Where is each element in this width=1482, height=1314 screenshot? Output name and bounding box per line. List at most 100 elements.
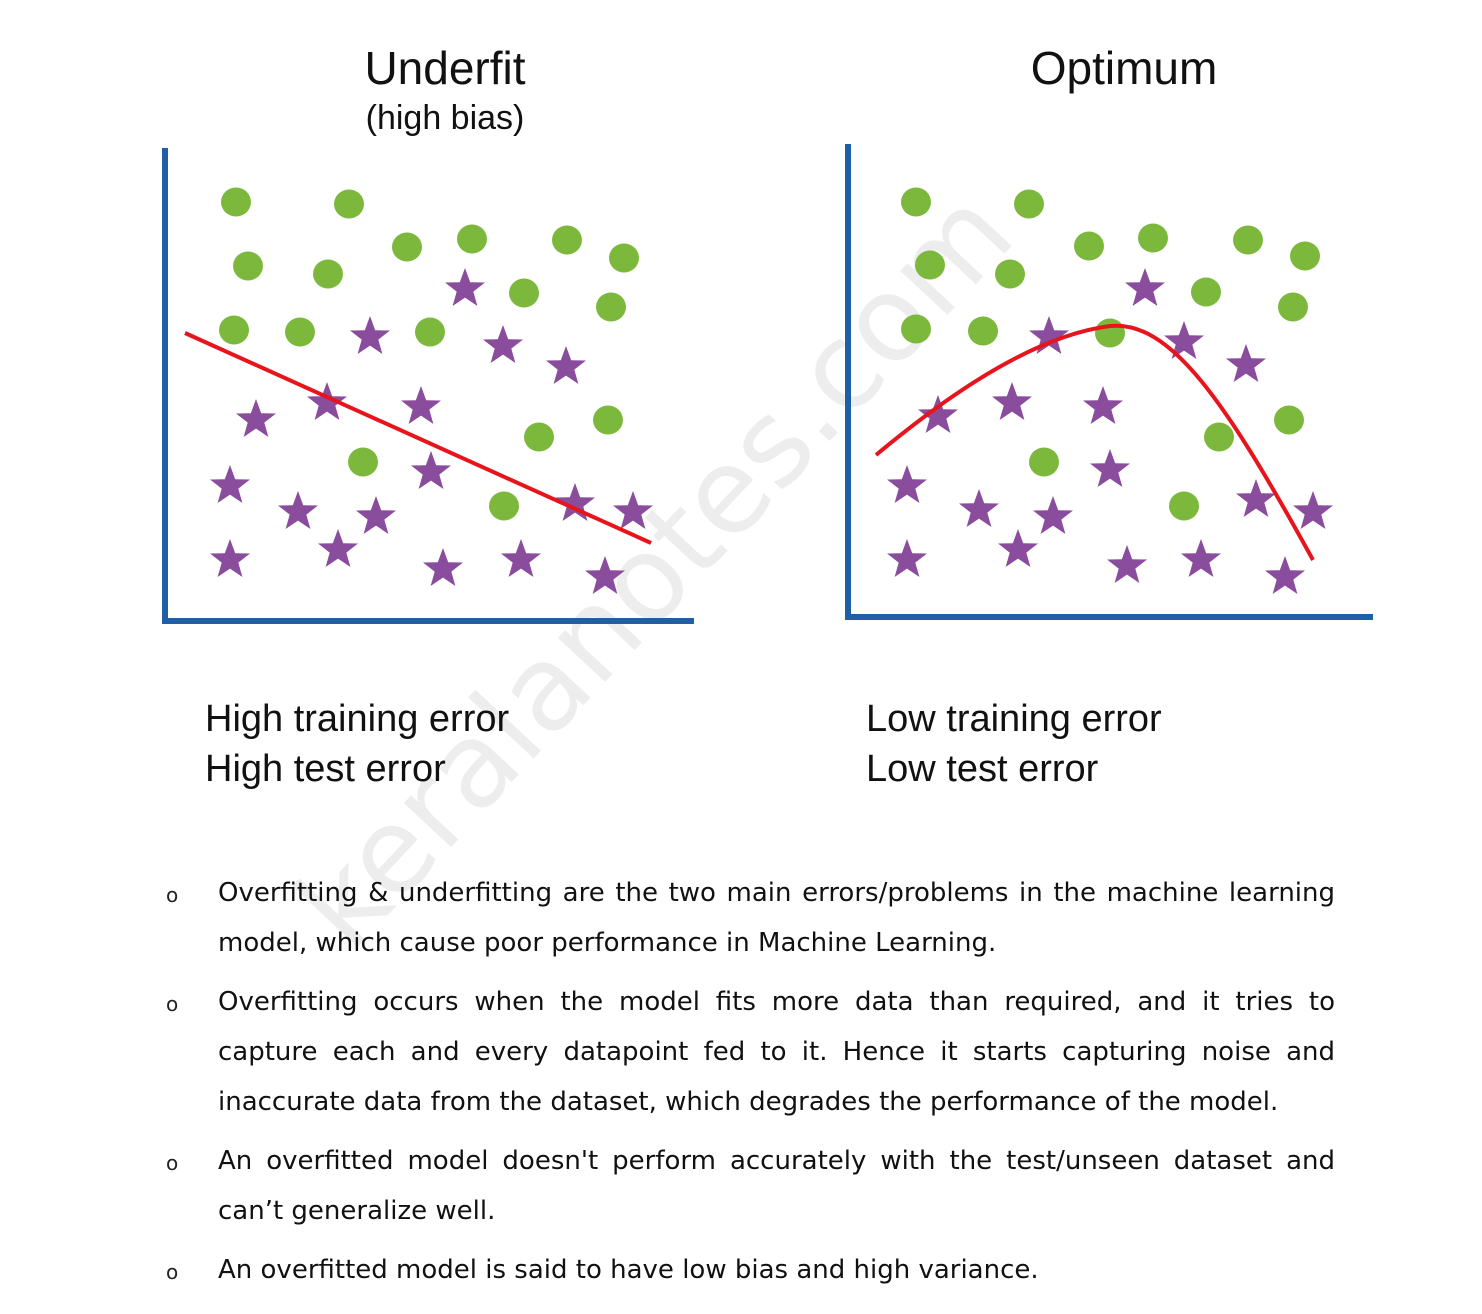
underfit-caption-test: High test error <box>205 748 446 790</box>
star-marker <box>887 465 927 503</box>
optimum-circles <box>901 187 1320 521</box>
circle-marker <box>552 225 582 255</box>
circle-marker <box>392 232 422 262</box>
circle-marker <box>901 314 931 344</box>
optimum-fit-curve <box>874 323 1315 561</box>
bullet-text: An overfitted model is said to have low … <box>218 1255 1039 1285</box>
optimum-title: Optimum <box>1030 42 1218 94</box>
bullet-item: o Overfitting & underfitting are the two… <box>160 868 1335 968</box>
optimum-caption: Low training error Low test error <box>866 694 1162 794</box>
star-marker <box>307 382 347 420</box>
circle-marker <box>1074 231 1104 261</box>
optimum-title-block: Optimum <box>974 45 1274 91</box>
bullet-item: o An overfitted model doesn't perform ac… <box>160 1136 1335 1236</box>
star-marker <box>350 316 390 354</box>
underfit-plot <box>162 148 694 624</box>
underfit-caption: High training error High test error <box>205 694 509 794</box>
star-marker <box>1107 545 1147 583</box>
star-marker <box>210 539 250 577</box>
circle-marker <box>593 405 623 435</box>
star-marker <box>546 346 586 384</box>
circle-marker <box>233 251 263 281</box>
star-marker <box>236 399 276 437</box>
star-marker <box>210 465 250 503</box>
star-marker <box>356 496 396 534</box>
circle-marker <box>334 189 364 219</box>
underfit-title: Underfit <box>364 42 526 94</box>
circle-marker <box>1095 318 1125 348</box>
circle-marker <box>915 250 945 280</box>
circle-marker <box>1290 241 1320 271</box>
circle-marker <box>1169 491 1199 521</box>
bullet-marker: o <box>166 992 179 1016</box>
bullet-list: o Overfitting & underfitting are the two… <box>160 868 1335 1304</box>
circle-marker <box>457 224 487 254</box>
underfit-caption-training: High training error <box>205 698 510 740</box>
bullet-text: An overfitted model doesn't perform accu… <box>218 1146 1335 1226</box>
bullet-item: o Overfitting occurs when the model fits… <box>160 977 1335 1127</box>
bullet-marker: o <box>166 1151 179 1175</box>
star-marker <box>423 548 463 586</box>
star-marker <box>1033 496 1073 534</box>
star-marker <box>401 386 441 424</box>
star-marker <box>278 491 318 529</box>
star-marker <box>1125 268 1165 306</box>
star-marker <box>1265 556 1305 594</box>
circle-marker <box>415 317 445 347</box>
circle-marker <box>995 259 1025 289</box>
circle-marker <box>1138 223 1168 253</box>
star-marker <box>613 491 653 529</box>
bullet-text: Overfitting & underfitting are the two m… <box>218 878 1335 958</box>
bullet-marker: o <box>166 1260 179 1284</box>
circle-marker <box>313 259 343 289</box>
star-marker <box>1090 449 1130 487</box>
star-marker <box>411 451 451 489</box>
circle-marker <box>524 422 554 452</box>
star-marker <box>585 556 625 594</box>
circle-marker <box>489 491 519 521</box>
star-marker <box>1164 321 1204 359</box>
star-marker <box>887 539 927 577</box>
circle-marker <box>596 292 626 322</box>
circle-marker <box>221 187 251 217</box>
circle-marker <box>1278 292 1308 322</box>
circle-marker <box>1204 422 1234 452</box>
circle-marker <box>348 447 378 477</box>
circle-marker <box>285 317 315 347</box>
bullet-text: Overfitting occurs when the model fits m… <box>218 987 1335 1117</box>
underfit-stars <box>210 268 653 594</box>
underfit-circles <box>219 187 639 521</box>
underfit-fit-line <box>184 331 652 545</box>
star-marker <box>1226 344 1266 382</box>
fit-comparison-figure <box>162 144 1373 624</box>
star-marker <box>998 529 1038 567</box>
star-marker <box>1293 491 1333 529</box>
circle-marker <box>1274 405 1304 435</box>
star-marker <box>959 489 999 527</box>
star-marker <box>501 539 541 577</box>
underfit-axes <box>162 148 694 624</box>
optimum-caption-training: Low training error <box>866 698 1162 740</box>
bullet-item: o An overfitted model is said to have lo… <box>160 1245 1335 1295</box>
circle-marker <box>1014 189 1044 219</box>
star-marker <box>1083 386 1123 424</box>
optimum-plot <box>845 144 1373 620</box>
star-marker <box>318 529 358 567</box>
circle-marker <box>219 315 249 345</box>
star-marker <box>483 325 523 363</box>
bullet-marker: o <box>166 883 179 907</box>
circle-marker <box>1233 225 1263 255</box>
circle-marker <box>901 187 931 217</box>
circle-marker <box>1029 447 1059 477</box>
star-marker <box>1181 539 1221 577</box>
underfit-title-block: Underfit (high bias) <box>295 45 595 135</box>
star-marker <box>992 382 1032 420</box>
circle-marker <box>968 316 998 346</box>
underfit-subtitle: (high bias) <box>365 99 525 137</box>
star-marker <box>918 395 958 433</box>
optimum-stars <box>887 268 1333 594</box>
optimum-axes <box>845 144 1373 620</box>
circle-marker <box>609 243 639 273</box>
circle-marker <box>509 278 539 308</box>
circle-marker <box>1191 277 1221 307</box>
